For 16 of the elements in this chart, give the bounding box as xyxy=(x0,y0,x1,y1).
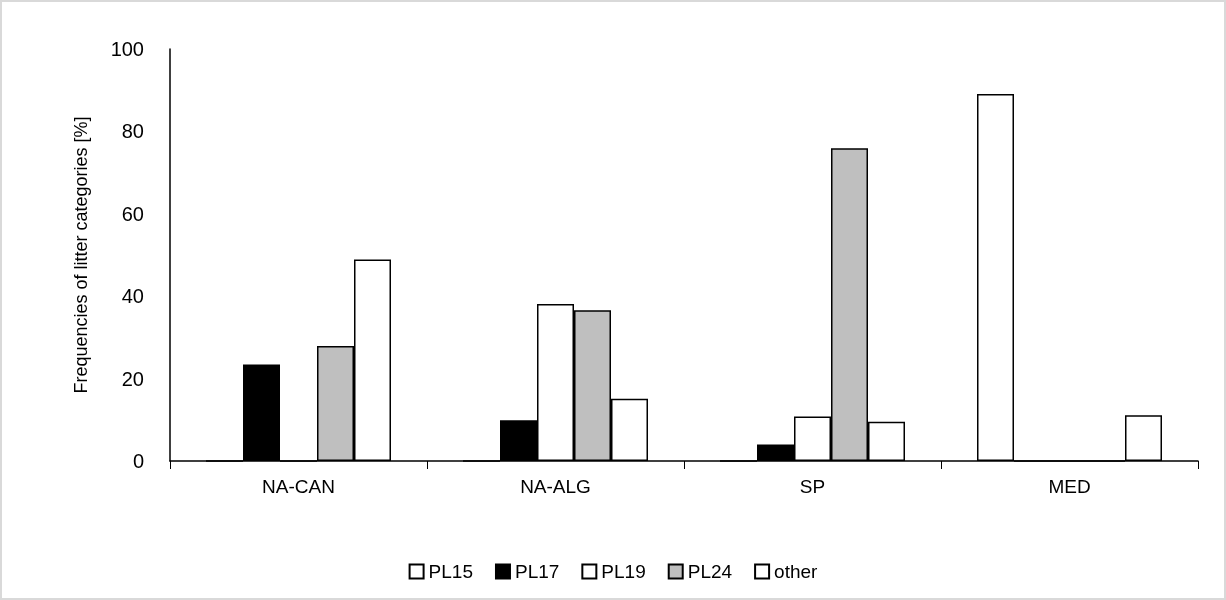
legend-label: PL24 xyxy=(687,561,733,582)
y-axis-title: Frequencies of litter categories [%] xyxy=(71,116,91,394)
x-tick-label: NA-CAN xyxy=(262,476,335,497)
legend-label: PL15 xyxy=(428,561,473,582)
legend-label: other xyxy=(774,561,819,582)
y-tick-label: 0 xyxy=(132,450,144,472)
legend-label: PL19 xyxy=(601,561,646,582)
y-tick-label: 60 xyxy=(121,202,144,225)
y-tick-label: 20 xyxy=(121,367,144,390)
y-tick-label: 40 xyxy=(121,285,144,308)
x-tick-label: MED xyxy=(1048,476,1091,497)
y-tick-label: 100 xyxy=(110,38,144,60)
legend-label: PL17 xyxy=(514,561,560,582)
x-tick-label: NA-ALG xyxy=(520,476,591,497)
x-tick-label: SP xyxy=(799,476,826,497)
y-tick-label: 80 xyxy=(121,120,144,143)
